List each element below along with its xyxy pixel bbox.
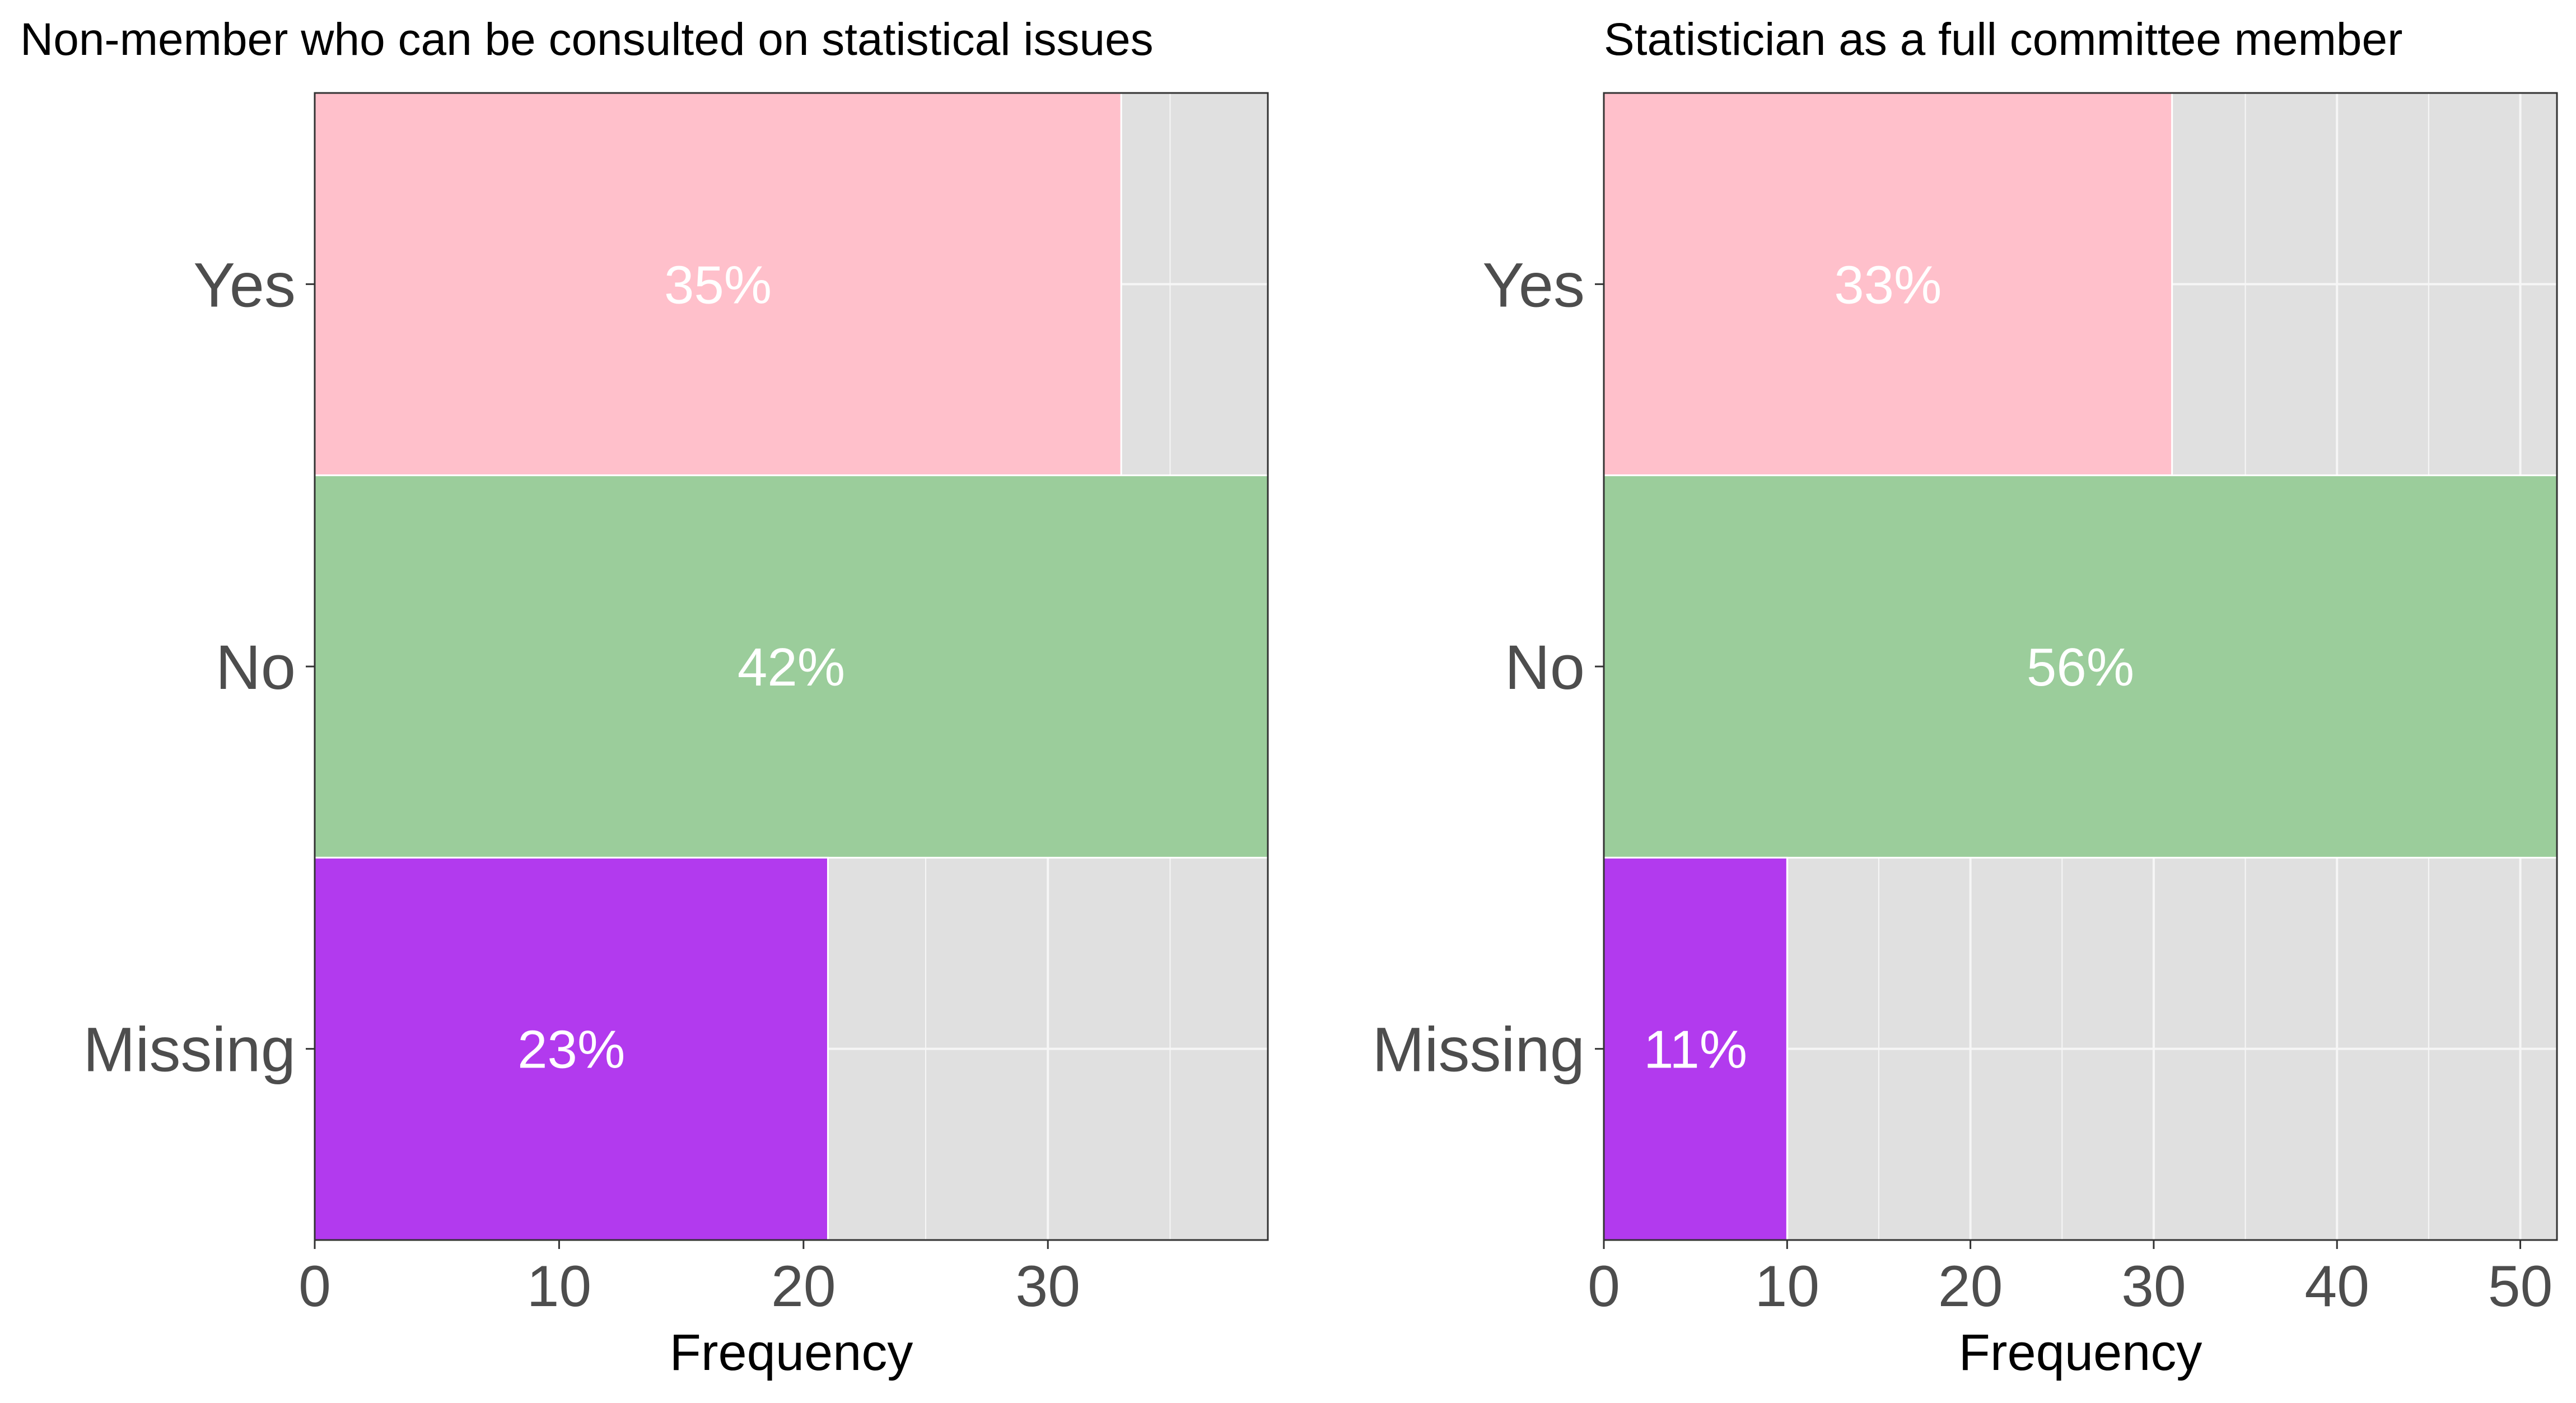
x-tick-label: 10	[1754, 1254, 1819, 1319]
data-label: 35%	[664, 255, 772, 315]
y-tick-label: Missing	[83, 1015, 296, 1085]
x-tick-label: 40	[2304, 1254, 2369, 1319]
data-label: 23%	[517, 1020, 625, 1080]
y-tick-label: Yes	[1482, 250, 1585, 320]
x-tick-label: 30	[1015, 1254, 1080, 1319]
x-tick-label: 30	[2121, 1254, 2186, 1319]
bar-no	[314, 474, 1269, 859]
x-tick-label: 20	[1938, 1254, 2003, 1319]
bar-yes	[314, 92, 1122, 477]
chart-panel-1: 35% 42% 23% Yes No Missing 0 10 20 30 Frequency Non…	[20, 14, 1269, 1381]
chart-panel-2: 33% 56% 11% Yes No Missing 0 10 20 30 40 50 Frequenc…	[1372, 14, 2558, 1381]
bar-missing	[314, 856, 829, 1241]
chart-title: Non-member who can be consulted on stati…	[20, 14, 1154, 65]
x-tick-label: 10	[527, 1254, 592, 1319]
x-tick-label: 0	[298, 1254, 331, 1319]
chart-title: Statistician as a full committee member	[1604, 14, 2402, 65]
bar-yes	[1603, 92, 2173, 477]
data-label: 56%	[2027, 637, 2134, 697]
x-axis-title: Frequency	[1959, 1324, 2202, 1381]
y-tick-label: No	[216, 632, 296, 702]
y-tick-label: Missing	[1372, 1015, 1585, 1085]
x-tick-label: 0	[1588, 1254, 1620, 1319]
y-tick-label: Yes	[193, 250, 296, 320]
bar-missing	[1603, 856, 1788, 1241]
x-tick-label: 50	[2488, 1254, 2553, 1319]
data-label: 11%	[1644, 1020, 1747, 1080]
bar-no	[1603, 474, 2558, 859]
data-label: 33%	[1834, 255, 1942, 315]
data-label: 42%	[738, 637, 845, 697]
y-tick-label: No	[1505, 632, 1585, 702]
x-tick-label: 20	[771, 1254, 836, 1319]
x-axis-title: Frequency	[670, 1324, 913, 1381]
